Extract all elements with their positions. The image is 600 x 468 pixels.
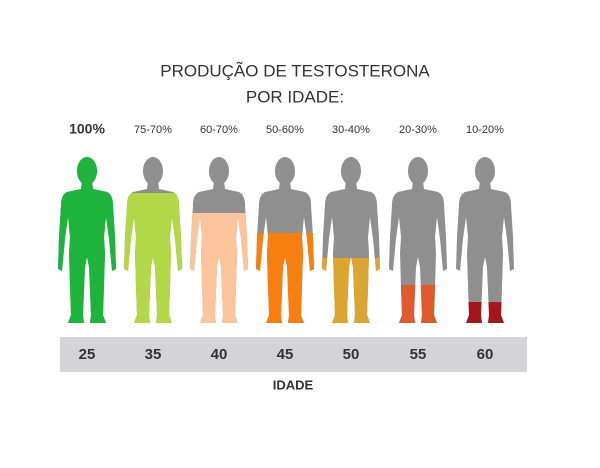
- figure-fill: [256, 233, 314, 323]
- figure-fill: [389, 285, 447, 323]
- level-label: 30-40%: [332, 124, 370, 136]
- title-line: PRODUÇÃO DE TESTOSTERONA: [160, 61, 430, 80]
- figure-fill: [124, 193, 182, 323]
- human-figure: [256, 157, 314, 323]
- axis-label: IDADE: [273, 377, 314, 392]
- human-figure: [58, 157, 116, 323]
- figure-fill: [322, 258, 380, 323]
- figure-fill-group: [322, 258, 380, 323]
- human-figure: [190, 157, 248, 323]
- title-line: POR IDADE:: [246, 87, 344, 106]
- age-label: 40: [211, 346, 228, 363]
- age-label: 35: [145, 346, 162, 363]
- figure-fill-group: [389, 285, 447, 323]
- level-label: 50-60%: [266, 124, 304, 136]
- figure-fill: [456, 302, 514, 323]
- figure-fill-group: [256, 233, 314, 323]
- figures: [58, 157, 514, 323]
- level-label: 75-70%: [134, 124, 172, 136]
- human-figure: [124, 157, 182, 323]
- figure-fill-group: [58, 157, 116, 323]
- level-label: 20-30%: [399, 124, 437, 136]
- age-label: 55: [410, 346, 427, 363]
- age-label: 45: [277, 346, 294, 363]
- figure-silhouette: [322, 157, 380, 323]
- figure-fill-group: [456, 302, 514, 323]
- figure-fill-group: [190, 213, 248, 323]
- figure-fill: [190, 213, 248, 323]
- level-label: 100%: [69, 121, 105, 137]
- age-band: [60, 337, 527, 372]
- figure-fill: [58, 157, 116, 323]
- age-label: 25: [79, 346, 96, 363]
- age-label: 50: [343, 346, 360, 363]
- level-label: 60-70%: [200, 124, 238, 136]
- figure-silhouette: [389, 157, 447, 323]
- figure-silhouette: [456, 157, 514, 323]
- human-figure: [322, 157, 380, 323]
- human-figure: [389, 157, 447, 323]
- age-label: 60: [477, 346, 494, 363]
- figure-fill-group: [124, 193, 182, 323]
- level-label: 10-20%: [466, 124, 504, 136]
- human-figure: [456, 157, 514, 323]
